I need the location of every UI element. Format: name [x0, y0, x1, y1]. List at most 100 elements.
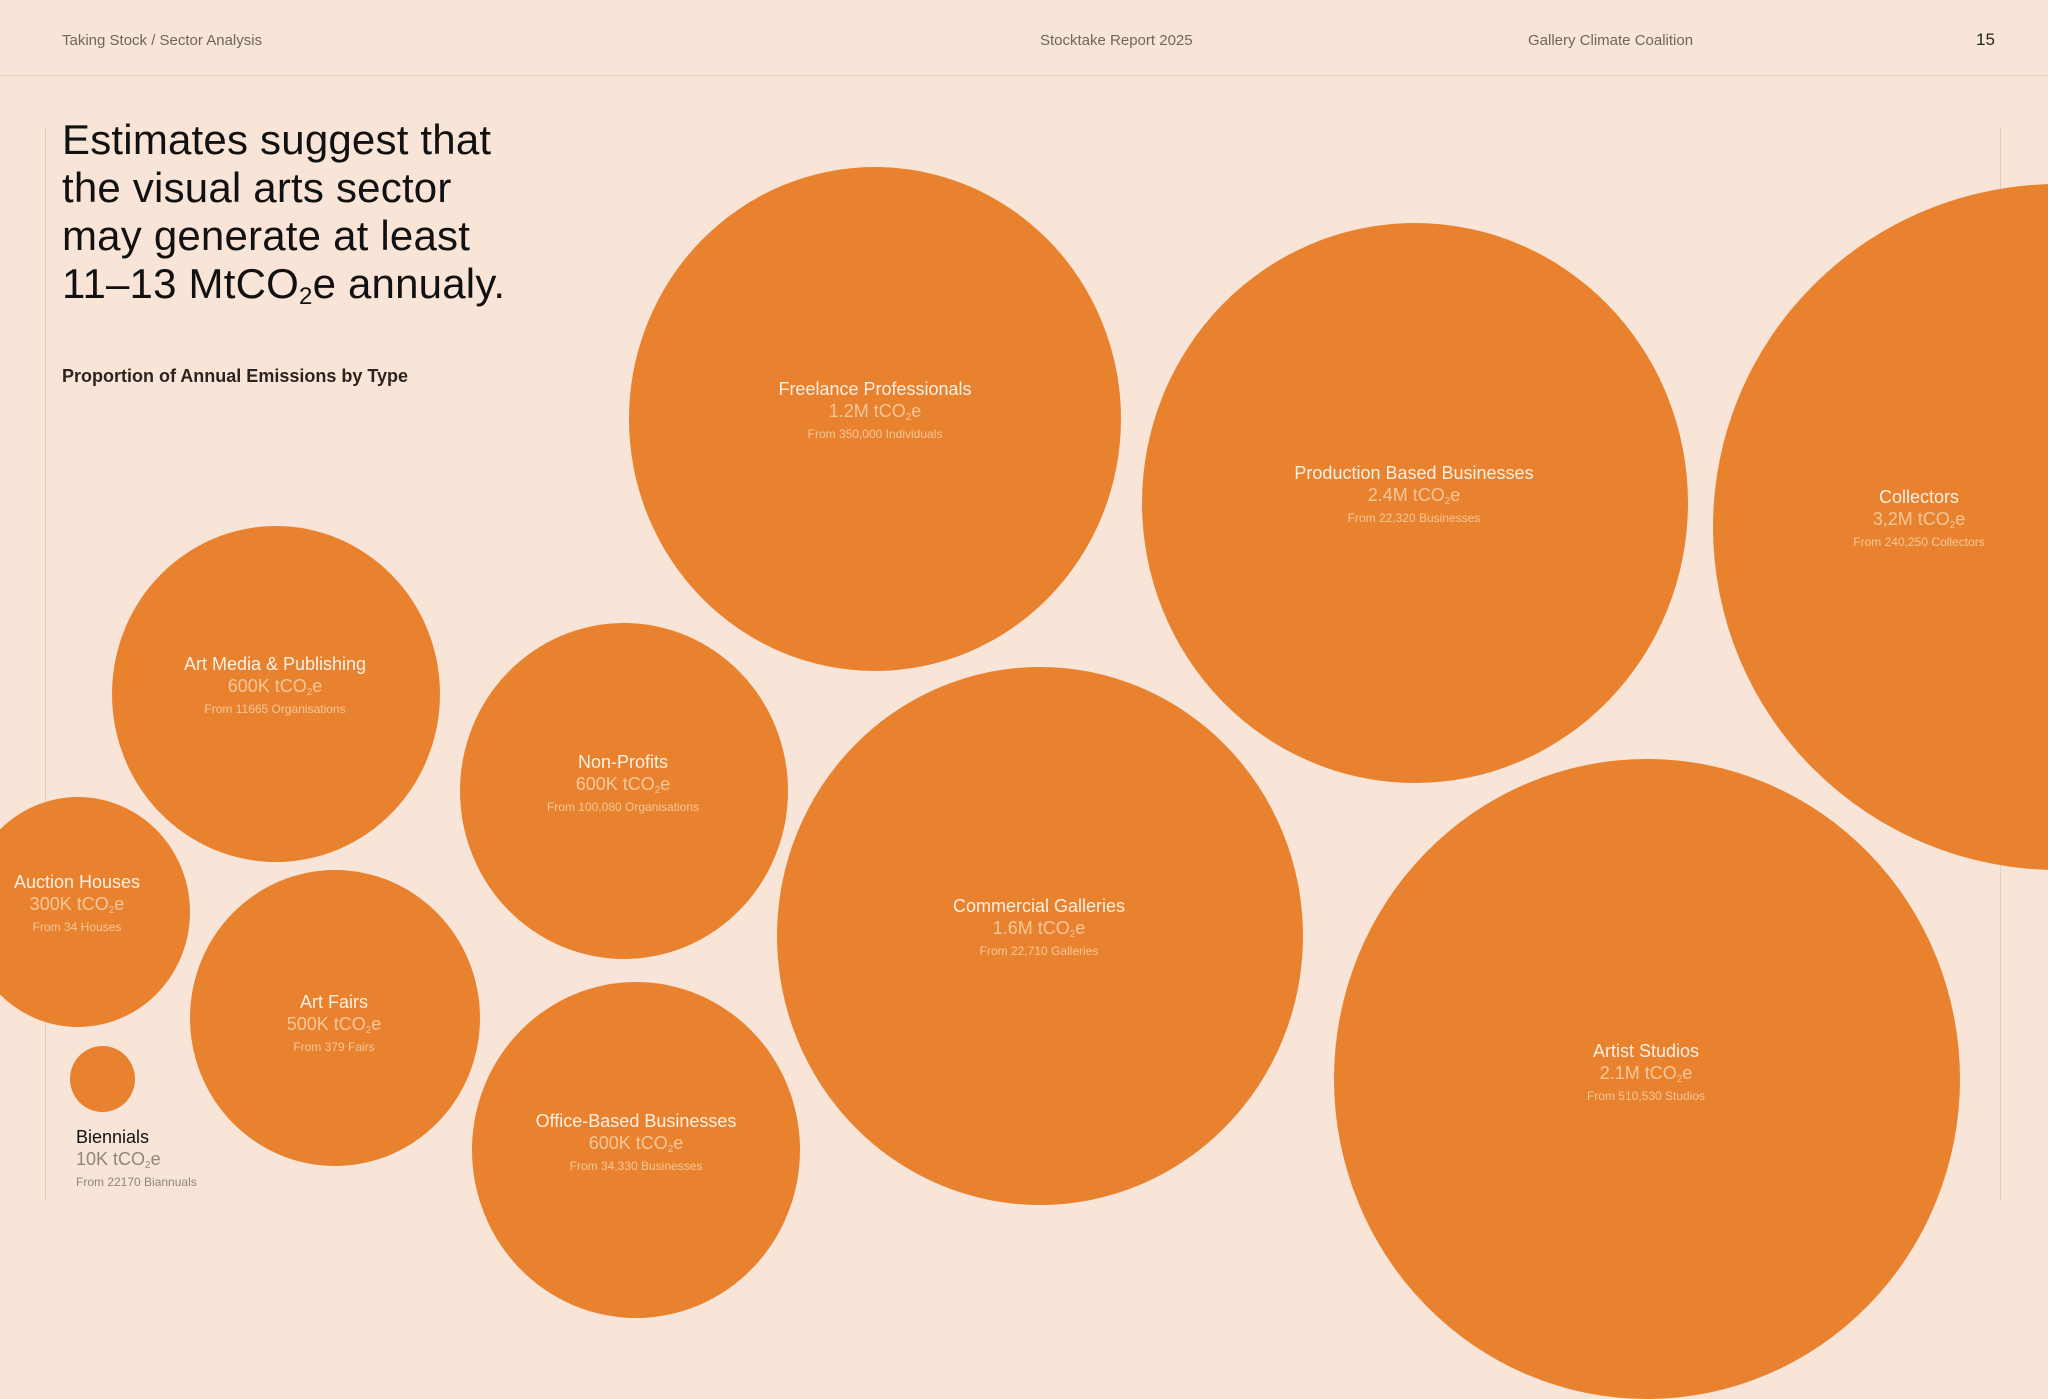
co2-sub: 2: [145, 1160, 151, 1171]
value-text: 600K tCO: [588, 1133, 668, 1153]
bubble-source: From 22170 Biannuals: [76, 1175, 197, 1189]
headline-line-1: Estimates suggest that: [62, 116, 492, 163]
bubble-value: 2.1M tCO2e: [1587, 1062, 1705, 1085]
bubble-source: From 379 Fairs: [293, 1040, 375, 1054]
value-text: 3,2M tCO: [1872, 509, 1950, 529]
co2-sub: 2: [1069, 929, 1076, 940]
label-auction-houses: Auction Houses 300K tCO2e From 34 Houses: [14, 871, 140, 937]
co2-sub: 2: [1444, 496, 1451, 507]
breadcrumb: Taking Stock / Sector Analysis: [62, 32, 263, 49]
value-text: 1.6M tCO: [992, 918, 1070, 938]
co2-suffix: e: [660, 774, 671, 794]
bubble-value: 1.6M tCO2e: [953, 917, 1125, 940]
bubble-name: Auction Houses: [13, 872, 141, 892]
label-biennials: Biennials 10K tCO2e From 22170 Biannuals: [76, 1126, 197, 1192]
label-collectors: Collectors 3,2M tCO2e From 240,250 Colle…: [1853, 486, 1984, 552]
report-title: Stocktake Report 2025: [1040, 32, 1193, 49]
label-non-profits: Non-Profits 600K tCO2e From 100,080 Orga…: [547, 751, 699, 817]
bubble-name: Artist Studios: [1592, 1041, 1700, 1061]
bubble-name: Office-Based Businesses: [535, 1111, 737, 1131]
bubble-name: Freelance Professionals: [778, 379, 972, 399]
bubble-name: Non-Profits: [577, 752, 669, 772]
co2-sub: 2: [654, 785, 661, 796]
bubble-name: Production Based Businesses: [1294, 463, 1534, 483]
headline-line-4-post: e annualy.: [312, 260, 506, 307]
bubble-value: 600K tCO2e: [536, 1132, 737, 1155]
page-header: Taking Stock / Sector Analysis Stocktake…: [0, 0, 2048, 76]
bubble-production-based-businesses: [1142, 223, 1688, 783]
bubble-name: Collectors: [1878, 487, 1960, 507]
bubble-freelance-professionals: [629, 167, 1121, 671]
headline-line-3: may generate at least: [62, 212, 471, 259]
bubble-auction-houses: [0, 797, 190, 1027]
label-office-based-businesses: Office-Based Businesses 600K tCO2e From …: [536, 1110, 737, 1176]
bubble-art-fairs: [190, 870, 480, 1166]
bubble-name: Art Fairs: [299, 992, 368, 1012]
chart-title: Proportion of Annual Emissions by Type: [62, 366, 409, 386]
bubble-source: From 34 Houses: [32, 920, 122, 934]
co2-suffix: e: [911, 401, 922, 421]
bubble-source: From 11665 Organisations: [204, 702, 346, 716]
co2-sub: 2: [365, 1025, 372, 1036]
co2-suffix: e: [150, 1149, 161, 1169]
bubble-art-media-publishing: [112, 526, 440, 862]
bubble-value: 1.2M tCO2e: [778, 400, 971, 423]
headline-sub: 2: [299, 283, 313, 310]
bubble-value: 3,2M tCO2e: [1853, 508, 1984, 531]
bubble-biennials: [70, 1046, 135, 1112]
label-commercial-galleries: Commercial Galleries 1.6M tCO2e From 22,…: [953, 895, 1125, 961]
label-art-media-publishing: Art Media & Publishing 600K tCO2e From 1…: [184, 653, 366, 719]
value-text: 2.1M tCO: [1599, 1063, 1677, 1083]
bubble-source: From 350,000 Individuals: [807, 427, 943, 441]
co2-sub: 2: [1676, 1074, 1683, 1085]
bubble-office-based-businesses: [472, 982, 800, 1318]
co2-suffix: e: [1955, 509, 1966, 529]
co2-sub: 2: [306, 687, 313, 698]
bubble-source: From 22,320 Businesses: [1347, 511, 1481, 525]
co2-sub: 2: [1949, 520, 1956, 531]
bubble-value: 500K tCO2e: [286, 1013, 382, 1036]
headline-line-2: the visual arts sector: [62, 164, 452, 211]
organisation-name: Gallery Climate Coalition: [1528, 32, 1694, 49]
bubble-source: From 510,530 Studios: [1586, 1089, 1706, 1103]
label-freelance-professionals: Freelance Professionals 1.2M tCO2e From …: [778, 378, 971, 444]
bubble-commercial-galleries: [777, 667, 1303, 1205]
co2-suffix: e: [312, 676, 323, 696]
bubble-non-profits: [460, 623, 788, 959]
label-artist-studios: Artist Studios 2.1M tCO2e From 510,530 S…: [1587, 1040, 1705, 1106]
label-art-fairs: Art Fairs 500K tCO2e From 379 Fairs: [287, 991, 382, 1057]
bubble-value: 300K tCO2e: [14, 893, 140, 916]
co2-suffix: e: [1075, 918, 1086, 938]
headline: Estimates suggest that the visual arts s…: [62, 116, 582, 310]
bubble-value: 600K tCO2e: [547, 773, 699, 796]
co2-sub: 2: [905, 412, 912, 423]
left-guide-line: [45, 128, 46, 1200]
co2-sub: 2: [667, 1144, 674, 1155]
co2-sub: 2: [108, 905, 115, 916]
bubble-source: From 22,710 Galleries: [979, 944, 1099, 958]
page-number: 15: [1976, 30, 1995, 49]
bubble-name: Biennials: [76, 1127, 150, 1147]
label-production-based-businesses: Production Based Businesses 2.4M tCO2e F…: [1294, 462, 1533, 528]
bubble-value: 10K tCO2e: [76, 1148, 197, 1171]
headline-line-4-pre: 11–13 MtCO: [62, 260, 299, 307]
headline-line-4: 11–13 MtCO2e annualy.: [62, 260, 582, 310]
bubble-value: 2.4M tCO2e: [1294, 484, 1533, 507]
bubble-value: 600K tCO2e: [184, 675, 366, 698]
co2-suffix: e: [673, 1133, 684, 1153]
bubble-source: From 34,330 Businesses: [569, 1159, 703, 1173]
bubble-source: From 100,080 Organisations: [546, 800, 700, 814]
co2-suffix: e: [1682, 1063, 1693, 1083]
value-text: 600K tCO: [227, 676, 307, 696]
bubble-name: Art Media & Publishing: [183, 654, 367, 674]
value-text: 500K tCO: [286, 1014, 366, 1034]
value-text: 600K tCO: [575, 774, 655, 794]
value-text: 10K tCO: [76, 1149, 146, 1169]
value-text: 300K tCO: [29, 894, 109, 914]
value-text: 2.4M tCO: [1367, 485, 1445, 505]
bubble-name: Commercial Galleries: [952, 896, 1126, 916]
bubble-source: From 240,250 Collectors: [1853, 535, 1985, 549]
value-text: 1.2M tCO: [828, 401, 906, 421]
co2-suffix: e: [114, 894, 125, 914]
co2-suffix: e: [1450, 485, 1461, 505]
